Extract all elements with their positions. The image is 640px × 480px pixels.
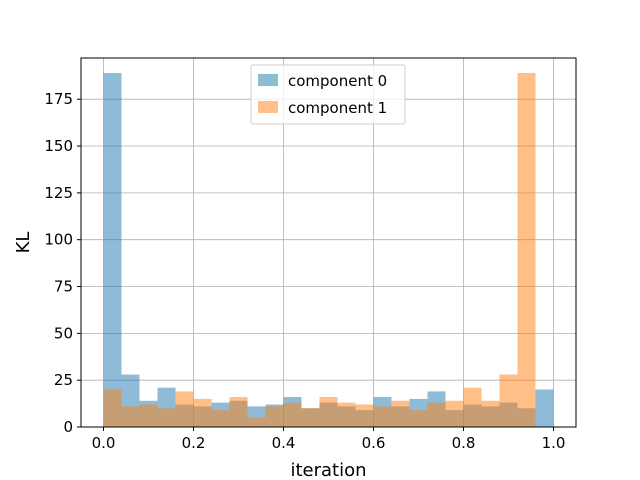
legend-box	[250, 64, 406, 125]
histogram-bar-component-1	[211, 410, 230, 427]
histogram-bar-component-1	[103, 389, 122, 427]
x-tick-label: 0.6	[362, 434, 386, 452]
legend-swatch-component-1	[258, 101, 278, 113]
histogram-bar-component-1	[409, 410, 428, 427]
y-axis-label: KL	[13, 232, 34, 254]
legend-label-component-1: component 1	[288, 99, 387, 117]
histogram-bar-component-1	[229, 397, 248, 427]
histogram-bar-component-1	[427, 402, 446, 427]
histogram-bar-component-1	[175, 391, 194, 427]
histogram-bar-component-1	[355, 404, 374, 427]
x-tick-label: 0.4	[272, 434, 296, 452]
histogram-bar-component-1	[121, 406, 140, 427]
histogram-bar-component-1	[139, 404, 158, 427]
histogram-bar-component-1	[319, 397, 338, 427]
histogram-bar-component-1	[481, 400, 500, 427]
histogram-bar-component-1	[157, 408, 176, 427]
y-tick-label: 25	[54, 371, 73, 389]
histogram-bar-component-1	[463, 387, 482, 427]
histogram-bar-component-1	[499, 374, 518, 427]
histogram-bar-component-1	[247, 417, 266, 427]
y-tick-label: 0	[63, 418, 73, 436]
histogram-bar-component-1	[301, 408, 320, 427]
y-tick-label: 100	[44, 231, 73, 249]
histogram-bar-component-0	[535, 389, 554, 427]
legend-swatch-component-0	[258, 74, 278, 86]
legend-label-component-0: component 0	[288, 72, 387, 90]
histogram-bar-component-1	[373, 406, 392, 427]
plot-frame	[80, 57, 577, 428]
histogram-bar-component-1	[337, 402, 356, 427]
y-tick-label: 50	[54, 324, 73, 342]
axis-ticks: 0.0 0.2 0.4 0.6 0.8 1.0 0 25 50 75 100 125 150 175	[44, 90, 565, 452]
histogram-bar-component-0	[103, 72, 122, 427]
x-tick-label: 0.8	[452, 434, 476, 452]
bars	[103, 72, 554, 427]
x-tick-label: 1.0	[542, 434, 566, 452]
y-tick-label: 75	[54, 278, 73, 296]
legend: component 0 component 1	[250, 64, 406, 125]
x-tick-label: 0.0	[92, 434, 116, 452]
histogram-bar-component-1	[283, 402, 302, 427]
y-tick-label: 125	[44, 184, 73, 202]
histogram-bar-component-1	[391, 400, 410, 427]
histogram-bar-component-1	[265, 406, 284, 427]
y-tick-label: 175	[44, 90, 73, 108]
histogram-bar-component-1	[445, 400, 464, 427]
y-tick-label: 150	[44, 137, 73, 155]
x-tick-label: 0.2	[182, 434, 206, 452]
x-axis-label: iteration	[290, 460, 366, 480]
histogram-bar-component-1	[193, 398, 212, 427]
histogram-bar-component-1	[517, 72, 536, 427]
